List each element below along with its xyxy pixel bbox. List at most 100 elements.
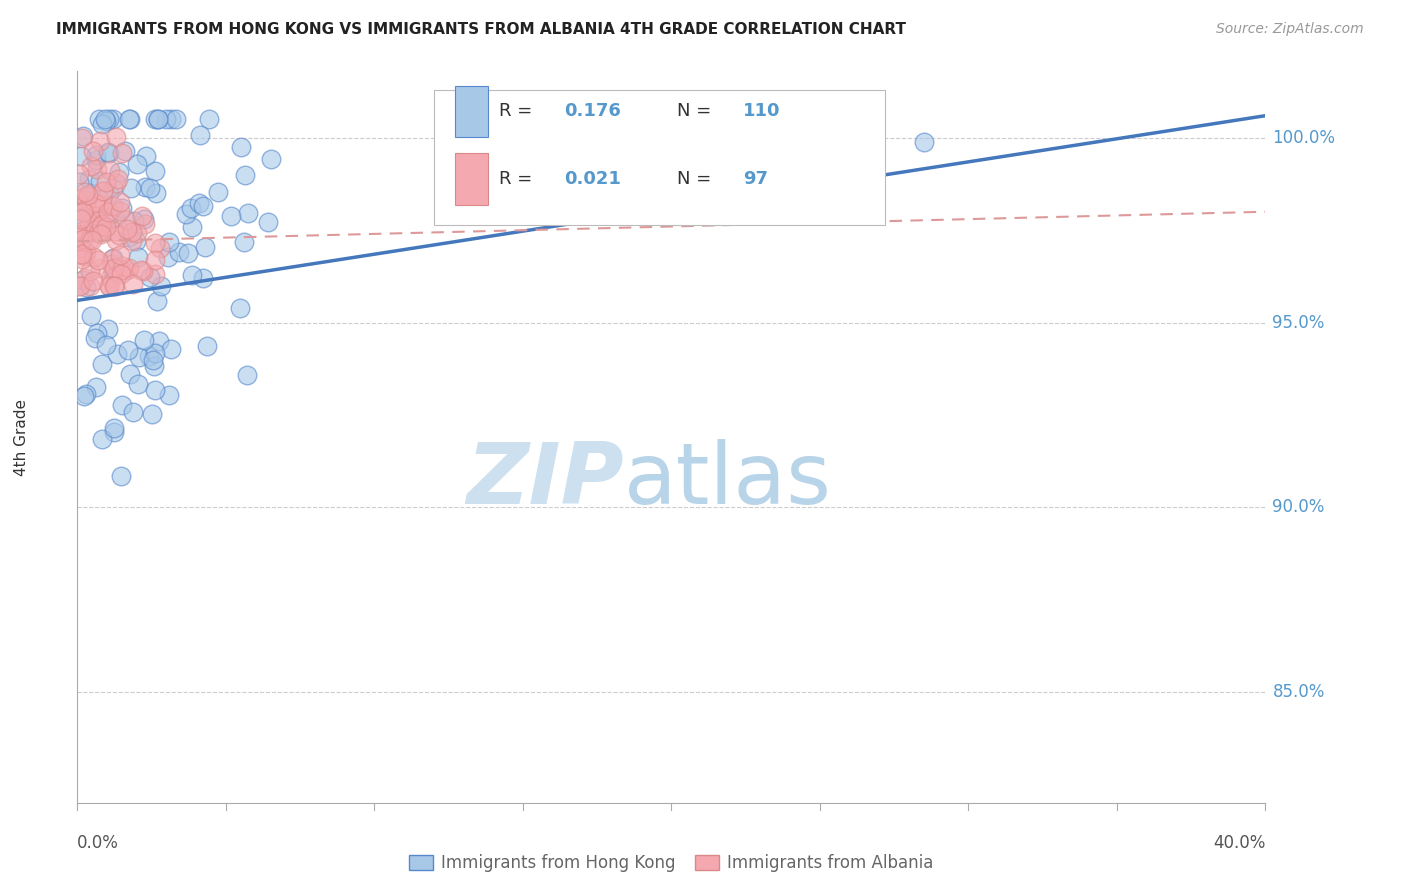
Text: 0.0%: 0.0% xyxy=(77,834,120,852)
Point xyxy=(96,113,118,128)
Point xyxy=(103,260,125,275)
Point xyxy=(143,359,166,373)
Point xyxy=(69,248,91,262)
Point xyxy=(108,204,131,219)
Point xyxy=(165,112,187,127)
Point xyxy=(66,207,89,221)
Point xyxy=(156,251,179,265)
Point xyxy=(103,181,125,195)
Point xyxy=(129,262,152,277)
Point xyxy=(127,250,149,264)
Point xyxy=(90,117,112,131)
Point xyxy=(69,148,91,162)
Point xyxy=(912,135,935,149)
Point xyxy=(97,278,120,293)
Point xyxy=(103,425,125,439)
Point xyxy=(103,264,125,278)
Point xyxy=(86,212,108,227)
Point xyxy=(146,294,169,309)
Point xyxy=(90,227,112,241)
Point xyxy=(143,383,166,397)
Point xyxy=(75,189,97,203)
Point xyxy=(98,112,121,127)
FancyBboxPatch shape xyxy=(456,153,488,204)
Point xyxy=(77,216,100,230)
Point xyxy=(97,322,120,336)
Point xyxy=(111,398,134,412)
Point xyxy=(122,214,145,228)
Text: IMMIGRANTS FROM HONG KONG VS IMMIGRANTS FROM ALBANIA 4TH GRADE CORRELATION CHART: IMMIGRANTS FROM HONG KONG VS IMMIGRANTS … xyxy=(56,22,907,37)
Point xyxy=(145,267,167,281)
Point xyxy=(108,248,131,262)
Point xyxy=(75,279,97,293)
Text: 90.0%: 90.0% xyxy=(1272,499,1324,516)
Point xyxy=(67,227,90,242)
Point xyxy=(90,219,112,233)
Point xyxy=(135,149,157,163)
Point xyxy=(98,145,121,160)
Point xyxy=(72,232,94,246)
Text: 4th Grade: 4th Grade xyxy=(14,399,28,475)
Text: 95.0%: 95.0% xyxy=(1272,314,1324,332)
Point xyxy=(94,338,117,352)
Legend: Immigrants from Hong Kong, Immigrants from Albania: Immigrants from Hong Kong, Immigrants fr… xyxy=(402,847,941,879)
Point xyxy=(149,241,172,255)
Point xyxy=(94,220,117,235)
Point xyxy=(207,185,229,199)
Point xyxy=(114,144,136,158)
Point xyxy=(67,167,90,181)
Point xyxy=(132,212,155,227)
Point xyxy=(160,112,183,127)
Point xyxy=(177,245,200,260)
Point xyxy=(105,176,128,190)
Point xyxy=(80,159,103,173)
Point xyxy=(195,339,218,353)
Point xyxy=(91,184,114,198)
Point xyxy=(97,278,120,293)
Point xyxy=(146,112,169,127)
Point xyxy=(118,261,141,276)
Point xyxy=(134,180,156,194)
Point xyxy=(100,252,122,266)
Point xyxy=(134,217,156,231)
FancyBboxPatch shape xyxy=(434,89,886,225)
Point xyxy=(142,352,165,367)
Point xyxy=(118,112,141,127)
Point xyxy=(118,230,141,244)
Point xyxy=(145,112,167,127)
Point xyxy=(86,161,108,176)
Point xyxy=(87,112,110,127)
Point xyxy=(79,232,101,246)
Point xyxy=(125,227,148,241)
Point xyxy=(114,213,136,227)
Point xyxy=(70,240,93,254)
Point xyxy=(221,209,243,223)
Point xyxy=(101,251,124,265)
Point xyxy=(86,153,108,167)
Text: 40.0%: 40.0% xyxy=(1213,834,1265,852)
Point xyxy=(167,244,190,259)
Text: N =: N = xyxy=(678,170,717,188)
Point xyxy=(110,468,132,483)
Point xyxy=(110,267,132,281)
Point xyxy=(94,112,117,127)
Text: Source: ZipAtlas.com: Source: ZipAtlas.com xyxy=(1216,22,1364,37)
Point xyxy=(236,368,259,383)
Point xyxy=(187,196,209,211)
Point xyxy=(110,263,132,277)
Point xyxy=(79,278,101,293)
Point xyxy=(70,131,93,145)
Point xyxy=(108,164,131,178)
Point xyxy=(145,186,167,200)
Point xyxy=(180,202,202,216)
Point xyxy=(83,196,105,211)
Point xyxy=(101,199,124,213)
Point xyxy=(174,206,197,220)
Point xyxy=(115,263,138,277)
Point xyxy=(110,263,132,277)
Point xyxy=(198,112,221,127)
Point xyxy=(89,134,111,148)
Point xyxy=(118,368,141,382)
Point xyxy=(143,253,166,268)
Text: 0.176: 0.176 xyxy=(564,103,621,120)
